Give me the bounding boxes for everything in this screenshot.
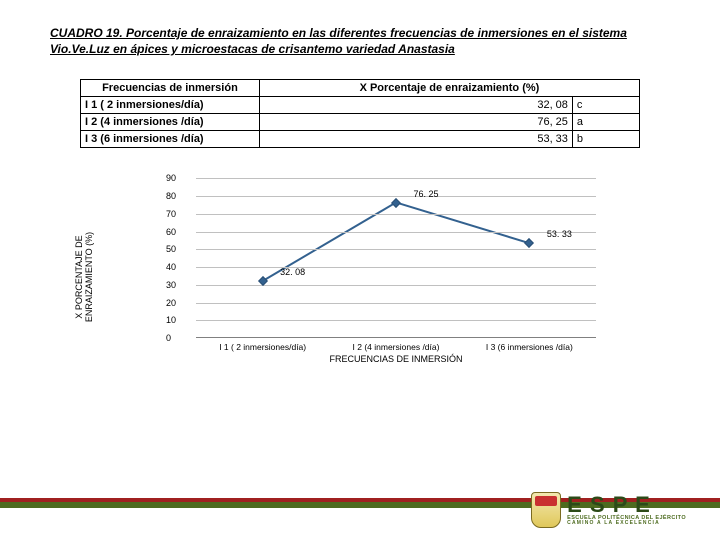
gridline	[196, 285, 596, 286]
y-tick-label: 80	[166, 191, 190, 201]
y-tick-label: 60	[166, 227, 190, 237]
y-tick-label: 50	[166, 244, 190, 254]
gridline	[196, 267, 596, 268]
cell-freq: I 3 (6 inmersiones /día)	[81, 131, 260, 148]
x-axis-caption: FRECUENCIAS DE INMERSIÓN	[196, 354, 596, 364]
col-header-freq: Frecuencias de inmersión	[81, 80, 260, 97]
data-label: 32. 08	[280, 267, 305, 277]
cell-val: 32, 08	[259, 97, 572, 114]
y-tick-label: 20	[166, 298, 190, 308]
logo-big: E S P E	[567, 494, 686, 516]
plot-area: 32. 08 76. 25 53. 33	[196, 178, 596, 338]
line-chart: X PORCENTAJE DEENRAIZAMIENTO (%) 32. 087…	[100, 172, 620, 382]
y-tick-label: 30	[166, 280, 190, 290]
gridline	[196, 214, 596, 215]
data-table: Frecuencias de inmersión X Porcentaje de…	[0, 61, 720, 148]
data-label: 76. 25	[413, 189, 438, 199]
data-label: 53. 33	[547, 229, 572, 239]
cell-freq: I 1 ( 2 inmersiones/día)	[81, 97, 260, 114]
gridline	[196, 178, 596, 179]
x-tick-label: I 3 (6 inmersiones /día)	[459, 342, 599, 352]
gridline	[196, 320, 596, 321]
cell-freq: I 2 (4 inmersiones /día)	[81, 114, 260, 131]
shield-icon	[531, 492, 561, 528]
table-row: I 2 (4 inmersiones /día) 76, 25 a	[81, 114, 640, 131]
logo-line2: CAMINO A LA EXCELENCIA	[567, 521, 686, 526]
cell-val: 76, 25	[259, 114, 572, 131]
table-header-row: Frecuencias de inmersión X Porcentaje de…	[81, 80, 640, 97]
y-tick-label: 70	[166, 209, 190, 219]
x-tick-label: I 1 ( 2 inmersiones/día)	[193, 342, 333, 352]
col-header-pct: X Porcentaje de enraizamiento (%)	[259, 80, 639, 97]
cell-grp: b	[572, 131, 639, 148]
y-tick-label: 90	[166, 173, 190, 183]
cell-grp: c	[572, 97, 639, 114]
x-tick-label: I 2 (4 inmersiones /día)	[326, 342, 466, 352]
logo-text: E S P E ESCUELA POLITÉCNICA DEL EJÉRCITO…	[567, 494, 686, 527]
y-axis-label: X PORCENTAJE DEENRAIZAMIENTO (%)	[74, 232, 94, 322]
table-row: I 1 ( 2 inmersiones/día) 32, 08 c	[81, 97, 640, 114]
page-title: CUADRO 19. Porcentaje de enraizamiento e…	[0, 0, 720, 61]
y-tick-label: 40	[166, 262, 190, 272]
y-tick-label: 10	[166, 315, 190, 325]
y-tick-label: 0	[166, 333, 190, 343]
gridline	[196, 249, 596, 250]
gridline	[196, 232, 596, 233]
table-row: I 3 (6 inmersiones /día) 53, 33 b	[81, 131, 640, 148]
x-axis	[196, 337, 596, 338]
gridline	[196, 196, 596, 197]
cell-val: 53, 33	[259, 131, 572, 148]
gridline	[196, 303, 596, 304]
cell-grp: a	[572, 114, 639, 131]
espe-logo: E S P E ESCUELA POLITÉCNICA DEL EJÉRCITO…	[531, 492, 686, 528]
